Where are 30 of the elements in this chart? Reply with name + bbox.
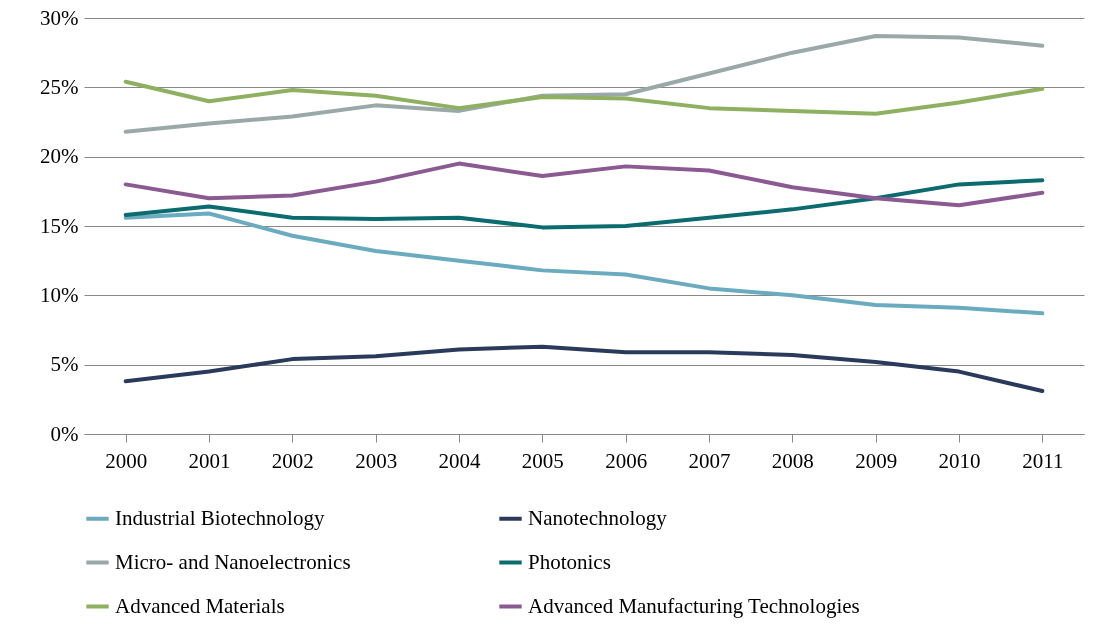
line-series	[123, 211, 1045, 316]
legend-label: Micro- and Nanoelectronics	[115, 549, 351, 574]
legend-label: Advanced Materials	[115, 593, 285, 618]
x-tick-label: 2007	[688, 448, 731, 473]
line-series	[123, 161, 1045, 208]
x-tick-label: 2008	[771, 448, 814, 473]
y-tick-label: 0%	[50, 421, 79, 446]
legend-label: Advanced Manufacturing Technologies	[528, 593, 860, 618]
x-tick-label: 2002	[271, 448, 314, 473]
y-tick-label: 15%	[40, 213, 79, 238]
x-tick-label: 2006	[605, 448, 648, 473]
x-tick-label: 2000	[105, 448, 148, 473]
line-series	[123, 178, 1045, 230]
x-tick-label: 2004	[438, 448, 481, 473]
line-series	[123, 344, 1045, 394]
line-series	[123, 79, 1045, 116]
legend-label: Industrial Biotechnology	[115, 505, 325, 530]
y-tick-label: 20%	[40, 144, 79, 169]
legend-label: Photonics	[528, 549, 611, 574]
y-tick-label: 25%	[40, 74, 79, 99]
y-tick-label: 10%	[40, 282, 79, 307]
x-tick-label: 2011	[1022, 448, 1064, 473]
x-tick-label: 2009	[855, 448, 898, 473]
legend-label: Nanotechnology	[528, 505, 668, 530]
x-tick-label: 2003	[355, 448, 398, 473]
y-tick-label: 5%	[50, 352, 79, 377]
x-tick-label: 2010	[938, 448, 981, 473]
x-tick-label: 2001	[188, 448, 231, 473]
x-tick-label: 2005	[521, 448, 564, 473]
y-tick-label: 30%	[40, 5, 79, 30]
